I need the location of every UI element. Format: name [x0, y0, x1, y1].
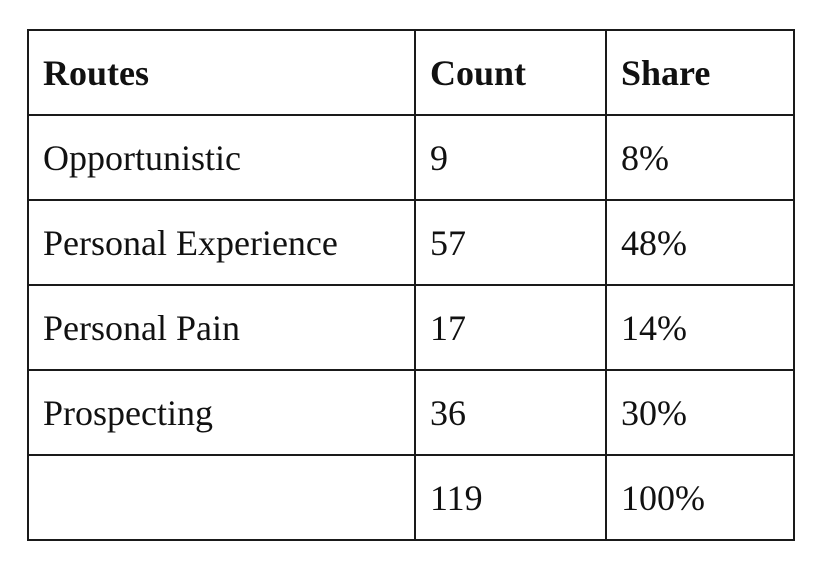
count-cell: 57: [414, 199, 607, 286]
count-cell: 17: [414, 284, 607, 371]
route-cell: Opportunistic: [27, 114, 416, 201]
route-cell: Prospecting: [27, 369, 416, 456]
table-row: Prospecting 36 30%: [27, 369, 795, 456]
table-row: Personal Pain 17 14%: [27, 284, 795, 371]
routes-table: Routes Count Share Opportunistic 9 8% Pe…: [27, 29, 795, 541]
count-cell: 9: [414, 114, 607, 201]
table-row: Personal Experience 57 48%: [27, 199, 795, 286]
total-share-cell: 100%: [605, 454, 795, 541]
share-cell: 8%: [605, 114, 795, 201]
route-cell: Personal Experience: [27, 199, 416, 286]
share-cell: 48%: [605, 199, 795, 286]
route-cell: Personal Pain: [27, 284, 416, 371]
total-label-cell: [27, 454, 416, 541]
header-count: Count: [414, 29, 607, 116]
header-row: Routes Count Share: [27, 29, 795, 116]
header-routes: Routes: [27, 29, 416, 116]
share-cell: 14%: [605, 284, 795, 371]
total-count-cell: 119: [414, 454, 607, 541]
header-share: Share: [605, 29, 795, 116]
share-cell: 30%: [605, 369, 795, 456]
count-cell: 36: [414, 369, 607, 456]
total-row: 119 100%: [27, 454, 795, 541]
table-row: Opportunistic 9 8%: [27, 114, 795, 201]
